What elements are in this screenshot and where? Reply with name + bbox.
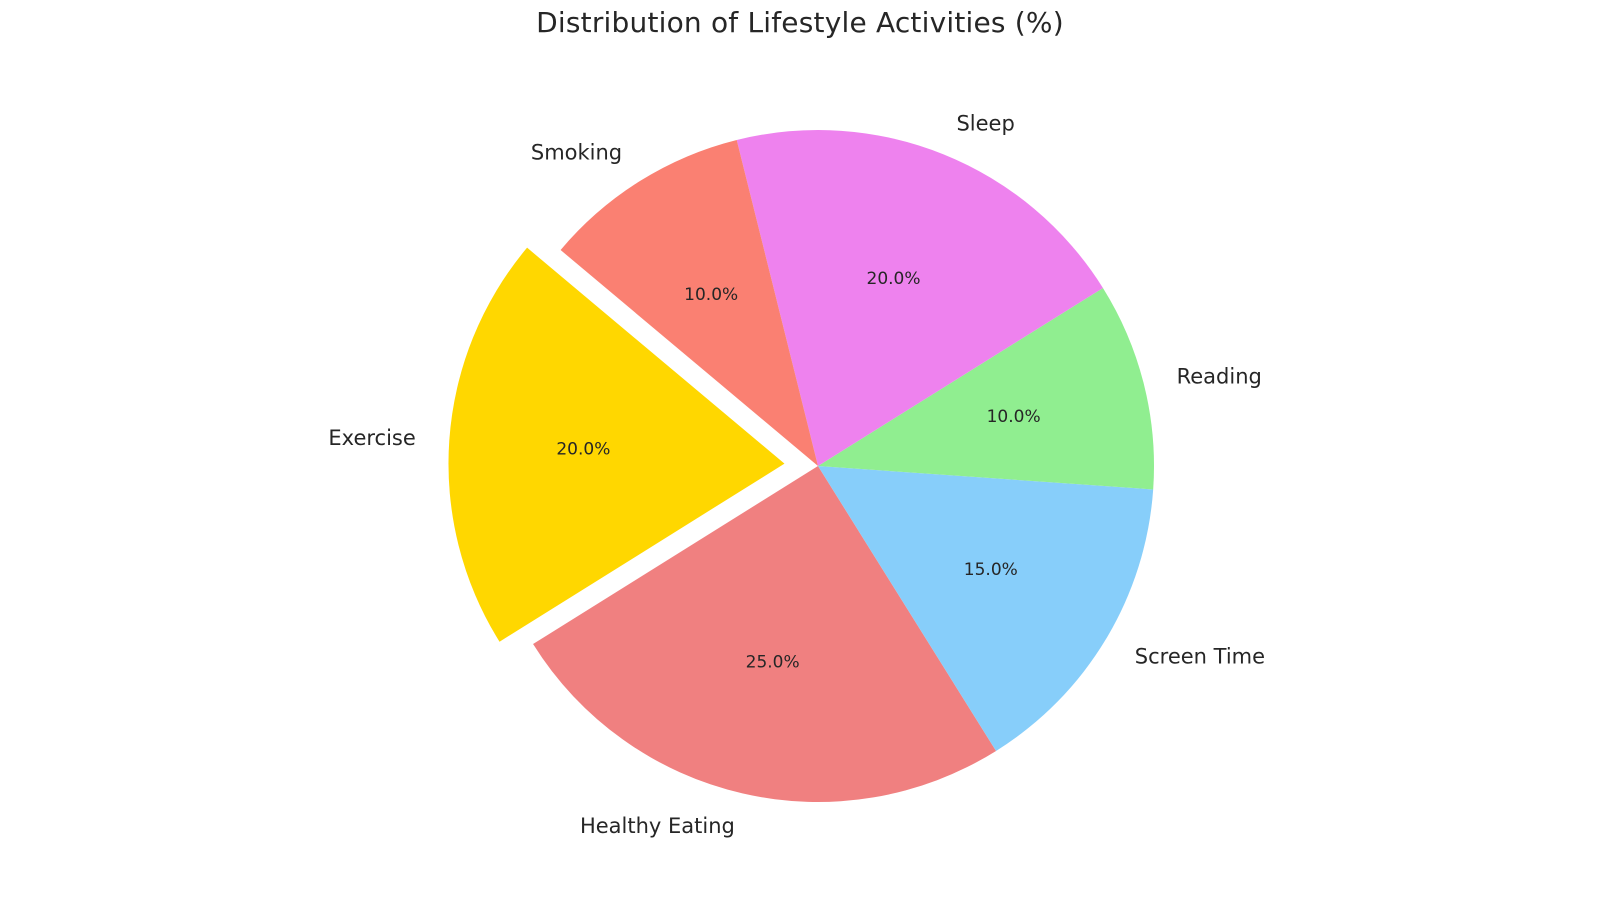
slices-layer — [448, 129, 1155, 802]
pct-label-healthy-eating: 25.0% — [746, 652, 800, 672]
pie-slice-smoking — [560, 139, 818, 466]
slice-label-healthy-eating: Healthy Eating — [580, 814, 735, 838]
pct-label-smoking: 10.0% — [684, 285, 738, 305]
percentage-labels-layer: 20.0% 25.0% 15.0% 10.0% 20.0% 10.0% — [556, 269, 1040, 672]
pct-label-exercise: 20.0% — [556, 440, 610, 460]
pie-slice-screen-time — [818, 466, 1154, 751]
slice-label-sleep: Sleep — [956, 111, 1014, 135]
slice-label-screen-time: Screen Time — [1135, 644, 1265, 668]
pct-label-reading: 10.0% — [987, 407, 1041, 427]
chart-title: Distribution of Lifestyle Activities (%) — [536, 6, 1064, 39]
pie-slice-exercise — [448, 247, 785, 642]
pct-label-screen-time: 15.0% — [964, 560, 1018, 580]
pie-slice-reading — [818, 287, 1155, 490]
pct-label-sleep: 20.0% — [867, 269, 921, 289]
slice-label-smoking: Smoking — [531, 141, 622, 165]
pie-slice-healthy-eating — [533, 466, 997, 802]
category-labels-layer: Exercise Healthy Eating Screen Time Reading… — [328, 111, 1265, 838]
pie-slice-sleep — [736, 129, 1103, 466]
slice-label-exercise: Exercise — [328, 426, 415, 450]
slice-label-reading: Reading — [1177, 365, 1262, 389]
